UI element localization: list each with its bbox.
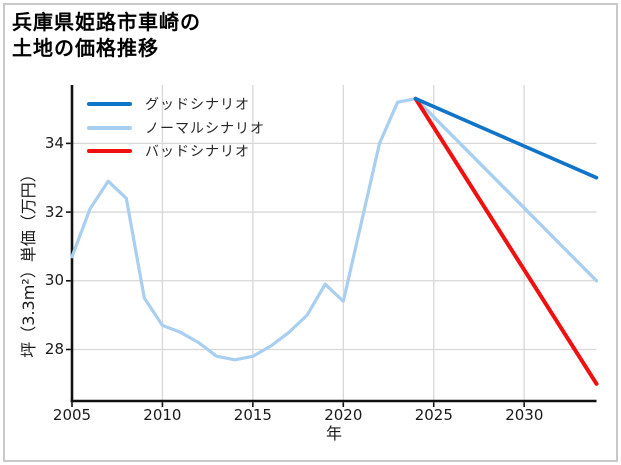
y-tick-label: 32 <box>44 203 64 221</box>
x-tick-label: 2020 <box>324 406 363 424</box>
x-tick-label: 2010 <box>143 406 182 424</box>
legend-item-bad-scenario: バッドシナリオ <box>87 139 265 163</box>
good-scenario-line-icon <box>87 101 132 106</box>
y-tick-label: 34 <box>44 134 64 152</box>
normal-scenario-line-icon <box>87 125 132 130</box>
x-axis-label: 年 <box>325 424 343 443</box>
chart-title: 兵庫県姫路市車崎の 土地の価格推移 <box>12 9 201 61</box>
x-tick-label: 2015 <box>233 406 272 424</box>
x-tick-label: 2005 <box>52 406 92 424</box>
legend-item-normal-scenario: ノーマルシナリオ <box>87 116 265 140</box>
x-tick-label: 2025 <box>414 406 453 424</box>
legend-item-good-scenario: グッドシナリオ <box>87 92 265 116</box>
chart-title-line2: 土地の価格推移 <box>12 36 159 60</box>
legend-label-good: グッドシナリオ <box>145 96 250 113</box>
x-tick-label: 2030 <box>505 406 544 424</box>
y-tick-label: 28 <box>44 340 64 358</box>
y-tick-label: 30 <box>44 271 64 289</box>
bad-scenario-line-icon <box>87 149 132 154</box>
legend-label-normal: ノーマルシナリオ <box>145 120 265 137</box>
chart-legend: グッドシナリオ ノーマルシナリオ バッドシナリオ <box>87 92 265 163</box>
y-axis-label: 坪（3.3m²）単価（万円） <box>19 166 38 358</box>
chart-title-line1: 兵庫県姫路市車崎の <box>12 10 201 34</box>
legend-label-bad: バッドシナリオ <box>145 144 250 161</box>
